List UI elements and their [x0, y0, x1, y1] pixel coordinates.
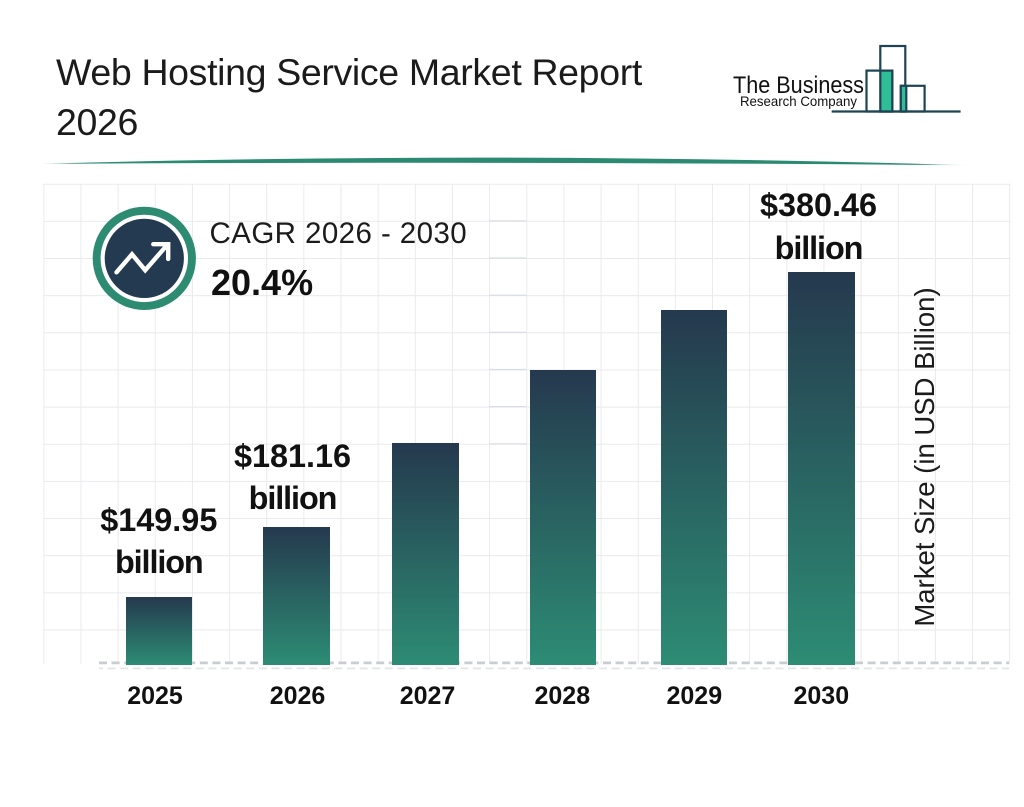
svg-text:The Business: The Business — [733, 72, 864, 99]
svg-text:Research Company: Research Company — [740, 93, 857, 109]
